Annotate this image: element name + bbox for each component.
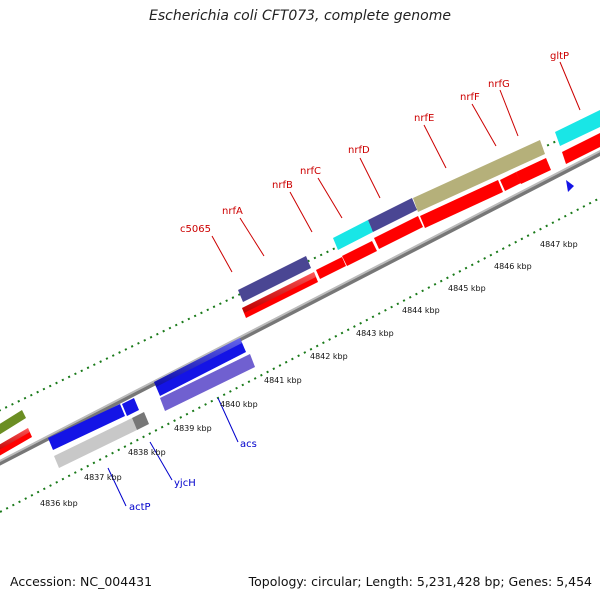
gene-blue-small [122, 398, 139, 416]
genome-backbone [0, 150, 600, 466]
gene-red-nrff [500, 172, 521, 191]
scale-label-4836: 4836 kbp [40, 499, 78, 508]
gene-red-nrfe [420, 180, 503, 228]
scale-label-4841: 4841 kbp [264, 376, 302, 385]
label-nrfg: nrfG [488, 79, 510, 90]
gene-red-nrfa [316, 257, 346, 279]
label-actp: actP [129, 502, 151, 513]
lower-label-leaders [107, 397, 239, 507]
gene-blue-marker [566, 180, 574, 192]
gene-grey [54, 418, 137, 468]
label-nrfe: nrfE [414, 113, 434, 124]
scale-label-4839: 4839 kbp [174, 424, 212, 433]
scale-label-4845: 4845 kbp [448, 284, 486, 293]
label-nrfd: nrfD [348, 145, 370, 156]
gene-red-nrfd [374, 216, 423, 249]
label-gltp: gltP [550, 51, 569, 62]
scale-label-4842: 4842 kbp [310, 352, 348, 361]
label-c5065: c5065 [180, 224, 211, 235]
gene-lavender [160, 354, 255, 411]
gene-blue-actp [48, 404, 125, 450]
label-acs: acs [240, 439, 257, 450]
label-nrfc: nrfC [300, 166, 321, 177]
upper-label-leaders [211, 61, 581, 273]
genome-summary-text: Topology: circular; Length: 5,231,428 bp… [248, 574, 592, 589]
label-yjch: yjcH [174, 478, 196, 489]
label-nrff: nrfF [460, 92, 480, 103]
gene-cyan-gltp [555, 110, 600, 146]
accession-text: Accession: NC_004431 [10, 574, 153, 589]
scale-label-4846: 4846 kbp [494, 262, 532, 271]
gene-olive-nrfe [413, 140, 545, 212]
upper-strand-genes [0, 110, 600, 456]
scale-label-4847: 4847 kbp [540, 240, 578, 249]
gene-cyan-nrfc [333, 220, 373, 250]
lower-strand-genes [48, 338, 255, 468]
label-nrfa: nrfA [222, 206, 243, 217]
gene-green [0, 410, 26, 435]
scale-label-4844: 4844 kbp [402, 306, 440, 315]
scale-label-4838: 4838 kbp [128, 448, 166, 457]
map-title: Escherichia coli CFT073, complete genome [149, 8, 451, 24]
gene-slate-nrfd [368, 198, 417, 232]
scale-label-4837: 4837 kbp [84, 473, 122, 482]
gene-red-nrfg [516, 158, 551, 184]
scale-labels: 4836 kbp 4837 kbp 4838 kbp 4839 kbp 4840… [40, 240, 578, 508]
lower-tick-row [0, 197, 600, 513]
lower-labels: actP yjcH acs [129, 439, 257, 513]
gene-red-nrfb [342, 241, 377, 266]
gene-dark-grey [132, 412, 149, 430]
gene-red-gltp [562, 133, 600, 164]
scale-label-4843: 4843 kbp [356, 329, 394, 338]
upper-labels: c5065 nrfA nrfB nrfC nrfD nrfE nrfF nrfG… [180, 51, 569, 235]
label-nrfb: nrfB [272, 180, 293, 191]
scale-label-4840: 4840 kbp [220, 400, 258, 409]
gene-slate-c5065 [238, 256, 311, 302]
